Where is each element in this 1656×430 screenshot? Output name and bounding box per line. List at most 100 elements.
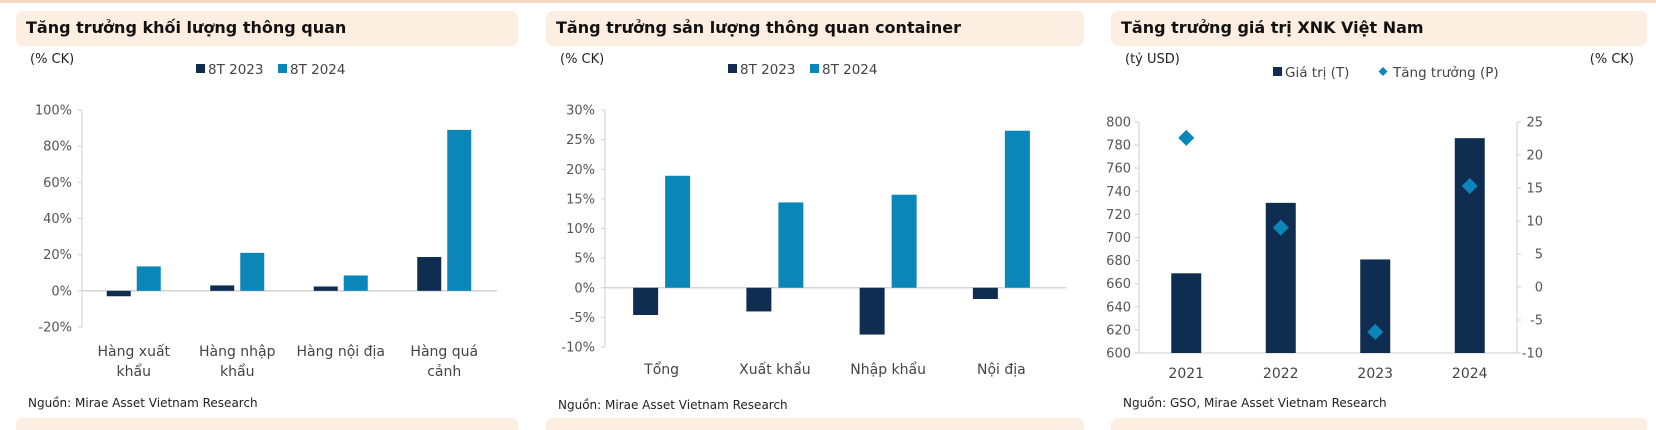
x-category-label: Hàng quá <box>410 344 478 360</box>
legend-label: 8T 2024 <box>290 62 345 78</box>
chart-clearance-volume: (% CK) 8T 2023 8T 2024 -20% 0% 20% 40% 60% 80% 10… <box>28 52 497 410</box>
right-y-tick-label: -5 <box>1530 314 1543 329</box>
x-category-label: khẩu <box>117 363 151 380</box>
bar-8t-2023 <box>106 290 131 297</box>
y-tick-label: 20% <box>43 248 72 263</box>
bar-8t-2024 <box>343 275 368 291</box>
bar-8t-2023 <box>972 287 998 300</box>
bar-8t-2023 <box>633 287 659 316</box>
right-y-tick-label: -10 <box>1522 347 1543 362</box>
right-y-tick-label: 5 <box>1535 248 1543 263</box>
marker-growth-diamond <box>1178 129 1195 146</box>
right-y-tick-label: 10 <box>1526 215 1543 230</box>
x-category-label: cảnh <box>427 364 461 380</box>
y-tick-label: 60% <box>43 176 72 191</box>
chart-panel-container-volume: Tăng trưởng sản lượng thông quan contain… <box>546 0 1084 430</box>
right-axis-unit-label: (% CK) <box>1590 52 1634 67</box>
left-y-tick-label: 600 <box>1106 347 1131 362</box>
x-category-label: Nhập khẩu <box>850 361 926 378</box>
left-y-tick-label: 780 <box>1106 139 1131 154</box>
left-y-tick-label: 800 <box>1106 116 1131 131</box>
top-divider <box>0 0 1656 3</box>
chart-panel-clearance-volume: Tăng trưởng khối lượng thông quan (% CK)… <box>16 0 518 430</box>
y-tick-label: 0% <box>51 284 72 299</box>
bar-8t-2023 <box>859 287 885 335</box>
bar-8t-2023 <box>313 286 338 291</box>
legend-label: 8T 2023 <box>740 62 795 78</box>
bar-8t-2024 <box>1004 130 1030 288</box>
y-tick-label: 80% <box>43 140 72 155</box>
legend-diamond-growth <box>1378 67 1388 76</box>
bar-value <box>1454 138 1485 353</box>
next-section-bar <box>1111 418 1647 430</box>
y-tick-label: -5% <box>570 311 595 326</box>
chart-panel-trade-value: Tăng trưởng giá trị XNK Việt Nam (tỷ USD… <box>1106 0 1647 430</box>
chart-title-bar: Tăng trưởng khối lượng thông quan <box>16 11 518 46</box>
y-tick-label: 25% <box>566 133 595 148</box>
x-category-label: Hàng nội địa <box>297 344 385 360</box>
legend-swatch-value <box>1273 67 1282 76</box>
chart-trade-value: (tỷ USD) (% CK) Giá trị (T) Tăng trưởng (P)… <box>1106 52 1634 410</box>
y-tick-label: 30% <box>566 104 595 119</box>
y-axis-unit-label: (% CK) <box>560 52 604 67</box>
legend-label: Giá trị (T) <box>1285 65 1349 81</box>
left-y-tick-label: 620 <box>1106 323 1131 338</box>
left-axis-unit-label: (tỷ USD) <box>1125 52 1180 67</box>
marker-growth-diamond <box>1272 219 1289 236</box>
bar-value <box>1171 273 1202 353</box>
legend-label: Tăng trưởng (P) <box>1392 65 1499 81</box>
y-tick-label: -20% <box>38 321 72 336</box>
bar-8t-2024 <box>778 202 804 288</box>
y-tick-label: 100% <box>35 104 72 119</box>
bar-8t-2024 <box>136 266 161 291</box>
left-y-tick-label: 720 <box>1106 208 1131 223</box>
legend-swatch-8t-2023 <box>196 64 205 73</box>
right-y-tick-label: 25 <box>1526 116 1543 131</box>
x-category-label: 2024 <box>1452 366 1488 382</box>
chart-title: Tăng trưởng khối lượng thông quan <box>26 18 347 37</box>
x-category-label: Tổng <box>643 361 679 378</box>
chart-title: Tăng trưởng giá trị XNK Việt Nam <box>1121 18 1424 37</box>
right-y-tick-label: 20 <box>1526 149 1543 164</box>
left-y-tick-label: 660 <box>1106 277 1131 292</box>
left-y-tick-label: 740 <box>1106 185 1131 200</box>
right-y-tick-label: 0 <box>1535 281 1543 296</box>
bar-8t-2024 <box>447 129 472 291</box>
source-note: Nguồn: Mirae Asset Vietnam Research <box>28 396 258 410</box>
legend-label: 8T 2023 <box>208 62 263 78</box>
x-category-label: khẩu <box>220 363 254 380</box>
bar-8t-2023 <box>417 257 442 291</box>
y-tick-label: 0% <box>574 281 595 296</box>
x-category-label: 2022 <box>1263 366 1299 382</box>
x-category-label: Nội địa <box>977 362 1026 378</box>
x-category-label: Xuất khẩu <box>739 361 810 378</box>
y-tick-label: 15% <box>566 192 595 207</box>
source-note: Nguồn: Mirae Asset Vietnam Research <box>558 398 788 412</box>
x-category-label: 2023 <box>1357 366 1393 382</box>
y-tick-label: 5% <box>574 252 595 267</box>
bar-8t-2024 <box>665 175 691 288</box>
left-y-tick-label: 640 <box>1106 300 1131 315</box>
chart-title-bar: Tăng trưởng sản lượng thông quan contain… <box>546 11 1084 46</box>
chart-title: Tăng trưởng sản lượng thông quan contain… <box>556 18 961 37</box>
legend-label: 8T 2024 <box>822 62 877 78</box>
left-y-tick-label: 700 <box>1106 231 1131 246</box>
chart-title-bar: Tăng trưởng giá trị XNK Việt Nam <box>1111 11 1647 46</box>
next-section-bar <box>546 418 1084 430</box>
right-y-tick-label: 15 <box>1526 182 1543 197</box>
bar-8t-2024 <box>891 194 917 288</box>
legend-swatch-8t-2024 <box>278 64 287 73</box>
y-tick-label: 10% <box>566 222 595 237</box>
bar-8t-2024 <box>240 252 265 291</box>
marker-growth-diamond <box>1461 178 1478 195</box>
next-section-bar <box>16 418 518 430</box>
y-tick-label: -10% <box>561 341 595 356</box>
source-note: Nguồn: GSO, Mirae Asset Vietnam Research <box>1123 396 1387 410</box>
y-tick-label: 40% <box>43 212 72 227</box>
x-category-label: Hàng xuất <box>97 344 170 360</box>
bar-8t-2023 <box>746 287 772 312</box>
y-axis-unit-label: (% CK) <box>30 52 74 67</box>
legend-swatch-8t-2023 <box>728 64 737 73</box>
left-y-tick-label: 760 <box>1106 162 1131 177</box>
x-category-label: Hàng nhập <box>199 344 276 360</box>
